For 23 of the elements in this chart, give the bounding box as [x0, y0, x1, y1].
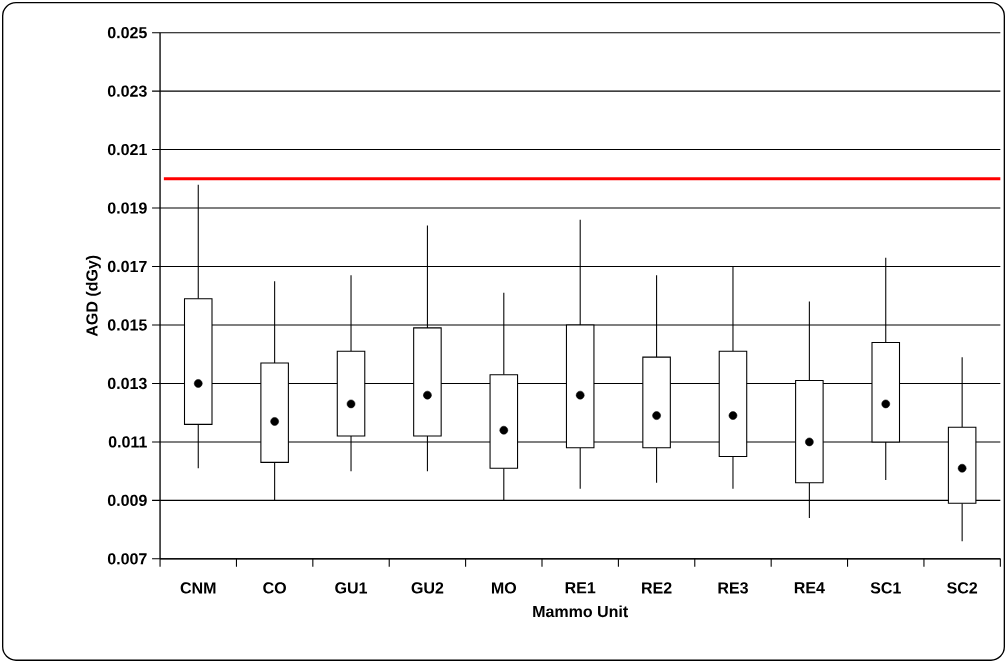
x-tick-label: SC1	[870, 582, 901, 594]
x-tick-label: SC2	[947, 582, 978, 594]
y-tick-label: 0.015	[107, 319, 147, 331]
y-tick-label: 0.023	[107, 85, 147, 97]
y-tick-label: 0.021	[107, 144, 147, 156]
x-tick-label: GU2	[411, 582, 444, 594]
x-tick-label: CO	[263, 582, 286, 594]
x-tick-label: RE1	[565, 582, 596, 594]
y-axis-title: AGD (dGy)	[85, 255, 101, 337]
y-tick-label: 0.011	[108, 436, 147, 448]
x-tick-label: MO	[491, 582, 517, 594]
y-tick-label: 0.007	[107, 553, 147, 565]
y-tick-label: 0.019	[107, 202, 147, 214]
y-tick-label: 0.025	[107, 27, 147, 39]
x-tick-label: RE3	[718, 582, 748, 594]
y-tick-label: 0.017	[107, 260, 147, 273]
x-tick-label: RE2	[642, 582, 672, 594]
y-tick-label: 0.009	[107, 494, 147, 507]
y-tick-label: 0.013	[107, 377, 147, 390]
x-tick-label: RE4	[794, 582, 825, 594]
x-tick-label: GU1	[335, 582, 368, 594]
x-tick-label: CNM	[180, 582, 216, 594]
x-axis-title: Mammo Unit	[533, 605, 628, 618]
